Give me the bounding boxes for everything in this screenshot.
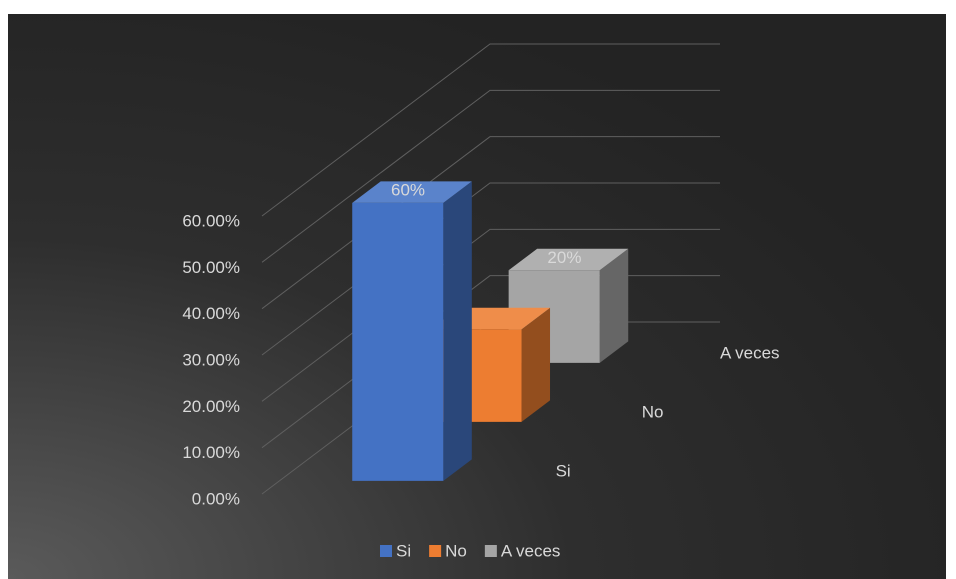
data-label: 60%: [391, 180, 425, 199]
y-tick-label: 30.00%: [182, 350, 240, 369]
grid-line: [261, 228, 720, 402]
legend-swatch: [429, 545, 442, 557]
grid-line: [261, 136, 720, 310]
legend-label: Si: [396, 541, 411, 560]
data-label: 20%: [547, 248, 581, 267]
legend-label: A veces: [501, 541, 561, 560]
y-tick-label: 10.00%: [182, 443, 240, 462]
legend-label: No: [445, 541, 467, 560]
bar-side: [599, 248, 629, 363]
y-tick-label: 0.00%: [192, 489, 240, 508]
grid-line: [261, 275, 720, 449]
y-tick-label: 20.00%: [182, 397, 240, 416]
y-tick-label: 60.00%: [182, 211, 240, 230]
grid-line: [261, 43, 720, 217]
chart-background: [8, 14, 946, 579]
depth-axis-label: No: [642, 403, 664, 422]
legend-swatch: [484, 545, 497, 557]
grid-line: [261, 89, 720, 263]
y-tick-label: 50.00%: [182, 258, 240, 277]
depth-axis-label: A veces: [720, 344, 780, 363]
bar-top: [352, 181, 472, 203]
y-tick-label: 40.00%: [182, 304, 240, 323]
bar-side: [521, 307, 551, 422]
grid-line: [261, 182, 720, 356]
bar-top: [508, 248, 629, 271]
legend-swatch: [380, 545, 392, 557]
bar: [352, 202, 444, 481]
bar-side: [443, 181, 472, 481]
depth-axis-label: Si: [556, 462, 571, 481]
